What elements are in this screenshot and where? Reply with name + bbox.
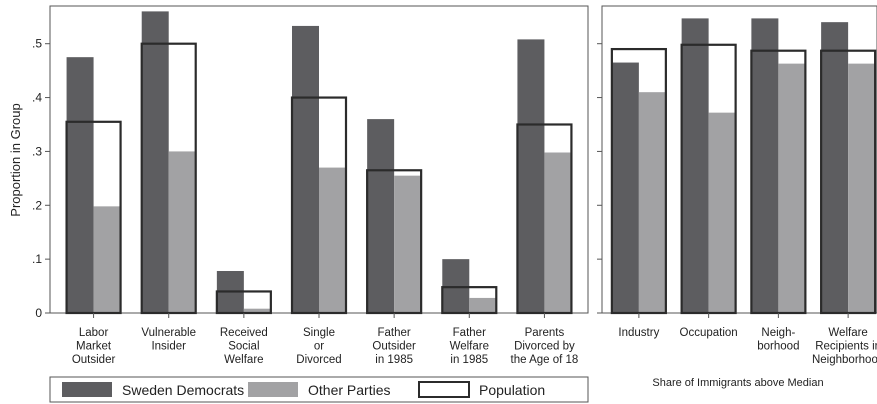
x-tick-label: Welfare [224,354,263,366]
bar-other-parties [243,308,271,313]
bar-sweden-democrats [517,39,545,314]
legend: Sweden Democrats Other Parties Population [49,376,589,403]
x-tick-label: Outsider [372,341,416,353]
bar-other-parties [848,63,876,314]
x-tick-label: Neigh- [761,327,795,339]
y-tick-label: .3 [32,144,42,158]
x-tick-label: Father [378,327,411,339]
right-panel: Industry Occupation Neigh-borhood Welfare Re… [597,5,877,366]
bar-sweden-democrats [367,119,395,314]
x-tick-label: Neighborhood [812,354,877,366]
x-tick-label: Vulnerable [141,327,196,339]
y-tick-label: .4 [32,91,42,105]
x-tick-label: Single [303,327,335,339]
x-tick-label: in 1985 [375,354,413,366]
x-tick-label: Insider [151,341,186,353]
legend-label: Sweden Democrats [122,382,244,398]
y-tick-label: .2 [32,198,42,212]
x-tick-label: or [314,341,324,353]
plot-frame [601,5,877,314]
x-tick-label: Industry [618,327,659,339]
y-tick-label: .5 [32,37,42,51]
bar-sweden-democrats [821,22,849,313]
x-tick-label: borhood [757,341,799,353]
legend-label: Other Parties [308,382,390,398]
bar-other-parties [93,206,121,313]
bar-sweden-democrats [141,11,169,314]
x-tick-label: Market [76,341,112,353]
left-panel: 0.1.2.3.4.5LaborMarketOutsiderVulnerable… [32,5,589,366]
x-tick-label: Divorced by [514,341,575,353]
legend-swatch [248,382,298,397]
x-tick-label: Occupation [680,327,738,339]
x-tick-label: in 1985 [450,354,488,366]
legend-label: Population [479,382,545,398]
bar-sweden-democrats [751,18,779,313]
x-tick-label: Welfare [450,341,489,353]
x-tick-label: Welfare [828,327,867,339]
bar-other-parties [319,167,346,313]
bar-sweden-democrats [292,25,319,313]
y-tick-label: 0 [35,306,42,320]
bar-other-parties [778,63,806,314]
x-tick-label: the Age of 18 [511,354,579,366]
bar-sweden-democrats [681,18,709,313]
bar-sweden-democrats [611,62,639,314]
x-tick-label: Received [220,327,268,339]
legend-frame [49,376,589,403]
x-tick-label: Social [228,341,259,353]
x-tick-label: Recipients in [815,341,877,353]
bar-other-parties [638,92,666,313]
x-tick-label: Father [453,327,486,339]
legend-swatch [418,381,470,398]
legend-swatch [62,382,112,397]
bar-other-parties [168,151,196,313]
bar-sweden-democrats [66,57,94,313]
x-tick-label: Outsider [72,354,116,366]
x-tick-label: Labor [79,327,109,339]
x-tick-label: Divorced [296,354,341,366]
y-tick-label: .1 [32,252,42,266]
bar-other-parties [544,152,572,313]
x-tick-label: Parents [525,327,565,339]
y-axis-label: Proportion in Group [8,103,23,216]
bar-other-parties [708,112,736,313]
bar-other-parties [469,297,497,313]
right-panel-x-axis-label: Share of Immigrants above Median [652,377,823,389]
bar-other-parties [394,175,422,313]
